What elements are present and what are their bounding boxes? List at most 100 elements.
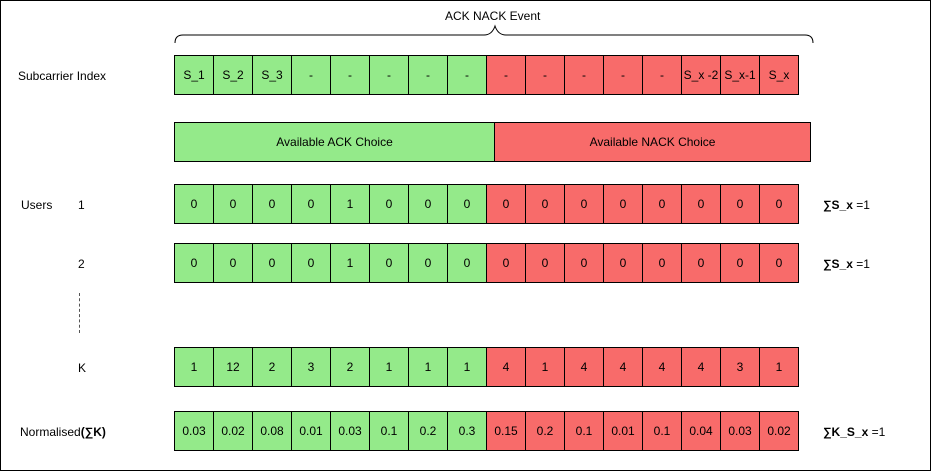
subcarrier-cell: - xyxy=(603,55,643,95)
nack-choice-bar: Available NACK Choice xyxy=(494,122,811,162)
sum-symbol: ∑K_S_x xyxy=(823,425,869,439)
value-cell: 4 xyxy=(564,347,604,387)
normalised-cell: 0.1 xyxy=(369,411,409,451)
value-cell: 0 xyxy=(174,184,214,224)
subcarrier-cell: - xyxy=(525,55,565,95)
value-cell: 0 xyxy=(252,184,292,224)
ellipsis-dots xyxy=(79,293,80,333)
normalised-cell: 0.03 xyxy=(330,411,370,451)
sum-value: =1 xyxy=(856,257,870,271)
value-cell: 0 xyxy=(603,184,643,224)
value-cell: 1 xyxy=(447,347,487,387)
ack-choice-bar: Available ACK Choice xyxy=(174,122,495,162)
value-cell: 2 xyxy=(330,347,370,387)
normalised-cell: 0.01 xyxy=(291,411,331,451)
value-cell: 1 xyxy=(408,347,448,387)
value-cell: 1 xyxy=(369,347,409,387)
value-cell: 0 xyxy=(291,184,331,224)
user-row-label: 1 xyxy=(78,198,85,212)
value-cell: 1 xyxy=(174,347,214,387)
normalised-sum: ∑K_S_x =1 xyxy=(823,425,885,439)
value-cell: 0 xyxy=(525,243,565,283)
user-row-k: 1 12 2 3 2 1 1 1 4 1 4 4 4 4 3 1 xyxy=(174,347,799,387)
users-label: Users xyxy=(21,198,53,212)
subcarrier-cell: S_2 xyxy=(213,55,253,95)
value-cell: 0 xyxy=(759,243,799,283)
value-cell: 3 xyxy=(291,347,331,387)
value-cell: 1 xyxy=(330,184,370,224)
subcarrier-index-label: Subcarrier Index xyxy=(18,69,107,83)
value-cell: 0 xyxy=(564,184,604,224)
normalised-cell: 0.2 xyxy=(525,411,565,451)
value-cell: 4 xyxy=(486,347,526,387)
ack-choice-label: Available ACK Choice xyxy=(276,135,393,149)
value-cell: 0 xyxy=(642,184,682,224)
value-cell: 0 xyxy=(720,243,760,283)
subcarrier-cell: - xyxy=(642,55,682,95)
event-brace xyxy=(174,24,814,44)
sum-value: =1 xyxy=(856,198,870,212)
row-sum: ∑S_x =1 xyxy=(823,198,870,212)
sum-value: =1 xyxy=(871,425,886,439)
subcarrier-cell: - xyxy=(564,55,604,95)
subcarrier-row: S_1 S_2 S_3- - - - - - - - - - S_x -2 S_x-1 S_x xyxy=(174,55,799,95)
normalised-cell: 0.2 xyxy=(408,411,448,451)
value-cell: 0 xyxy=(252,243,292,283)
subcarrier-cell: S_3 xyxy=(252,55,292,95)
subcarrier-cell: S_x xyxy=(759,55,799,95)
value-cell: 3 xyxy=(720,347,760,387)
normalised-row: 0.03 0.02 0.08 0.01 0.03 0.1 0.2 0.3 0.15 0.2 0.1 0… xyxy=(174,411,799,451)
normalised-cell: 0.15 xyxy=(486,411,526,451)
subcarrier-cell: - xyxy=(408,55,448,95)
value-cell: 0 xyxy=(603,243,643,283)
value-cell: 0 xyxy=(213,184,253,224)
normalised-cell: 0.03 xyxy=(174,411,214,451)
subcarrier-cell: - xyxy=(330,55,370,95)
value-cell: 0 xyxy=(681,184,721,224)
value-cell: 0 xyxy=(447,184,487,224)
value-cell: 0 xyxy=(213,243,253,283)
value-cell: 0 xyxy=(447,243,487,283)
value-cell: 0 xyxy=(408,243,448,283)
normalised-cell: 0.1 xyxy=(564,411,604,451)
value-cell: 12 xyxy=(213,347,253,387)
value-cell: 0 xyxy=(369,243,409,283)
value-cell: 0 xyxy=(291,243,331,283)
normalised-cell: 0.01 xyxy=(603,411,643,451)
sum-symbol: ∑S_x xyxy=(823,257,853,271)
value-cell: 0 xyxy=(642,243,682,283)
value-cell: 1 xyxy=(330,243,370,283)
subcarrier-cell: - xyxy=(291,55,331,95)
value-cell: 0 xyxy=(759,184,799,224)
subcarrier-cell: - xyxy=(369,55,409,95)
subcarrier-cell: S_x-1 xyxy=(720,55,760,95)
value-cell: 0 xyxy=(369,184,409,224)
subcarrier-cell: S_1 xyxy=(174,55,214,95)
value-cell: 1 xyxy=(525,347,565,387)
user-row-label: 2 xyxy=(78,257,85,271)
value-cell: 0 xyxy=(720,184,760,224)
normalised-formula: (∑K) xyxy=(80,425,106,439)
subcarrier-cell: - xyxy=(486,55,526,95)
normalised-cell: 0.02 xyxy=(213,411,253,451)
value-cell: 4 xyxy=(642,347,682,387)
value-cell: 0 xyxy=(486,184,526,224)
value-cell: 0 xyxy=(564,243,604,283)
sum-symbol: ∑S_x xyxy=(823,198,853,212)
normalised-cell: 0.02 xyxy=(759,411,799,451)
normalised-cell: 0.04 xyxy=(681,411,721,451)
value-cell: 4 xyxy=(603,347,643,387)
normalised-cell: 0.08 xyxy=(252,411,292,451)
normalised-cell: 0.1 xyxy=(642,411,682,451)
user-row-label: K xyxy=(78,361,87,375)
value-cell: 0 xyxy=(681,243,721,283)
subcarrier-cell: S_x -2 xyxy=(681,55,721,95)
normalised-cell: 0.03 xyxy=(720,411,760,451)
value-cell: 1 xyxy=(759,347,799,387)
nack-choice-label: Available NACK Choice xyxy=(589,135,716,149)
value-cell: 2 xyxy=(252,347,292,387)
row-sum: ∑S_x =1 xyxy=(823,257,870,271)
normalised-label: Normalised(∑K) xyxy=(20,425,106,439)
